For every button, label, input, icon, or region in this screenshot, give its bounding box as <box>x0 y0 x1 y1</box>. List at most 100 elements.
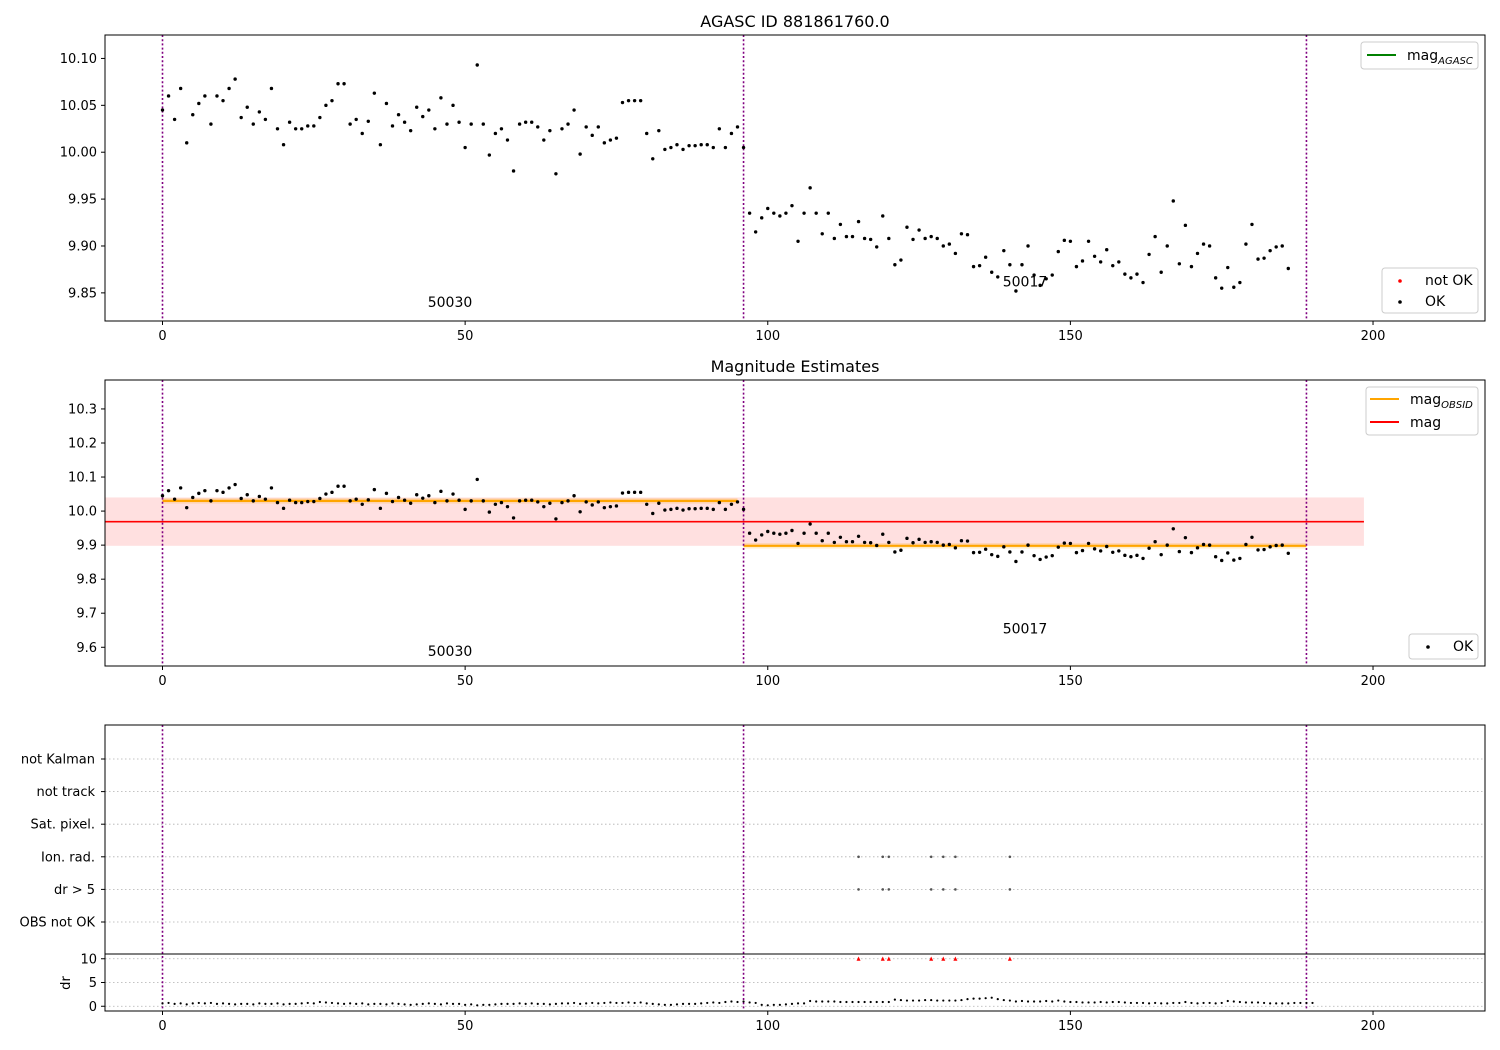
dr-outlier-marker <box>953 956 958 961</box>
data-point-ok <box>336 484 340 488</box>
data-point-ok <box>251 499 255 503</box>
obsid-annotation: 50017 <box>1003 622 1048 638</box>
data-point-ok <box>215 94 219 98</box>
data-point-ok <box>396 113 401 117</box>
dr-point <box>675 1003 679 1006</box>
data-point-ok <box>1159 552 1163 557</box>
data-point-ok <box>996 275 1000 279</box>
dr-point <box>1051 1000 1054 1003</box>
data-point-ok <box>505 138 510 142</box>
data-point-ok <box>1020 263 1024 267</box>
data-point-ok <box>723 507 728 512</box>
data-point-ok <box>1008 263 1012 267</box>
data-point-ok <box>1105 248 1109 252</box>
data-point-ok <box>560 500 564 505</box>
data-point-ok <box>415 105 419 109</box>
data-point-ok <box>1026 244 1030 248</box>
data-point-ok <box>281 143 286 147</box>
data-point-ok <box>366 498 370 502</box>
data-point-ok <box>626 98 631 103</box>
panel2-frame <box>104 379 1486 667</box>
dr-point <box>409 1003 412 1006</box>
data-point-ok <box>209 499 213 503</box>
data-point-ok <box>475 477 479 482</box>
data-point-ok <box>1171 527 1175 531</box>
dr-point <box>330 1001 334 1005</box>
data-point-ok <box>487 510 492 514</box>
panel1-title: AGASC ID 881861760.0 <box>700 12 889 31</box>
data-point-ok <box>814 211 818 215</box>
dr-point <box>954 999 957 1002</box>
data-point-ok <box>602 141 607 145</box>
data-point-ok <box>996 554 1000 559</box>
data-point-ok <box>935 236 939 241</box>
data-point-ok <box>324 103 328 108</box>
dr-point <box>809 999 812 1003</box>
data-point-ok <box>554 172 558 176</box>
data-point-ok <box>1062 541 1067 545</box>
data-point-ok <box>1098 260 1103 264</box>
dr-point <box>457 1002 461 1005</box>
dr-point <box>615 1001 618 1005</box>
dr-point <box>778 1003 781 1006</box>
legend2-ok-marker <box>1426 645 1430 649</box>
data-point-ok <box>1262 547 1266 552</box>
data-point-ok <box>1008 550 1012 554</box>
data-point-ok <box>1286 551 1290 556</box>
dr-point <box>687 1002 691 1005</box>
dr-point <box>500 1002 503 1005</box>
data-point-ok <box>868 237 873 242</box>
data-point-ok <box>517 499 522 503</box>
data-point-ok <box>523 120 528 124</box>
data-point-ok <box>384 101 389 106</box>
data-point-ok <box>899 258 903 262</box>
data-point-ok <box>766 529 770 534</box>
data-point-ok <box>221 98 225 103</box>
dr-point <box>917 999 921 1002</box>
data-point-ok <box>172 117 177 122</box>
dr-point <box>772 1003 775 1006</box>
data-point-ok <box>923 540 927 545</box>
data-point-ok <box>808 186 812 190</box>
data-point-ok <box>300 127 304 131</box>
dr-point <box>893 998 896 1001</box>
flag-marker <box>941 855 945 859</box>
data-point-ok <box>269 86 274 91</box>
data-point-ok <box>160 108 165 112</box>
data-point-ok <box>560 127 564 131</box>
data-point-ok <box>675 143 679 147</box>
dr-point <box>512 1002 515 1005</box>
data-point-ok <box>1056 545 1060 549</box>
dr-point <box>276 1002 279 1005</box>
data-point-ok <box>1250 222 1254 227</box>
dr-point <box>433 1002 436 1005</box>
data-point-ok <box>711 145 715 150</box>
dr-point <box>506 1002 509 1005</box>
data-point-ok <box>281 506 286 511</box>
x-tick-label: 100 <box>755 674 780 689</box>
data-point-ok <box>796 541 800 546</box>
legend-mag-obsid-label: magOBSID <box>1410 392 1473 411</box>
data-point-ok <box>790 528 794 533</box>
data-point-ok <box>469 122 473 126</box>
data-point-ok <box>408 501 413 505</box>
data-point-ok <box>838 222 843 227</box>
data-point-ok <box>947 242 952 246</box>
dr-point <box>1093 1001 1096 1004</box>
data-point-ok <box>820 232 824 236</box>
data-point-ok <box>1226 551 1230 555</box>
data-point-ok <box>348 122 352 126</box>
x-tick-label: 100 <box>755 1019 780 1034</box>
data-point-ok <box>469 499 473 503</box>
dr-point <box>470 1003 473 1006</box>
data-point-ok <box>1038 557 1042 562</box>
data-point-ok <box>566 122 570 126</box>
dr-point <box>603 1001 606 1005</box>
flag-row-label: Sat. pixel. <box>31 818 95 833</box>
data-point-ok <box>1014 559 1018 564</box>
data-point-ok <box>402 498 407 502</box>
data-point-ok <box>1226 265 1230 270</box>
data-point-ok <box>191 113 195 117</box>
data-point-ok <box>753 538 758 542</box>
data-point-ok <box>608 138 613 142</box>
